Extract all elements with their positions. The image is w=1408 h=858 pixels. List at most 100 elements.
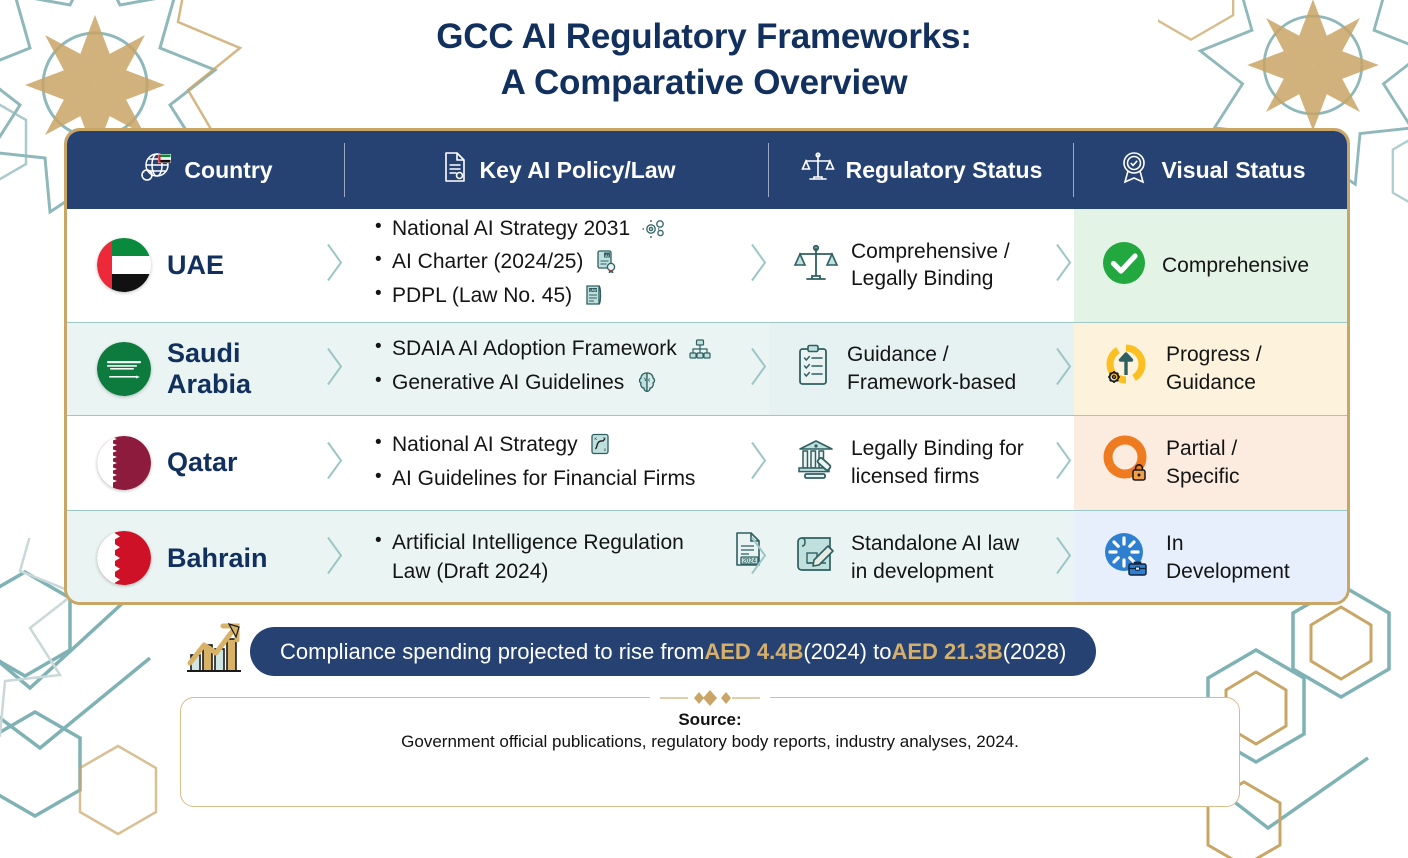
table-row: Bahrain Artificial Intelligence Regulati… bbox=[67, 510, 1347, 602]
country-name: Bahrain bbox=[167, 542, 268, 573]
blueprint-pencil-icon bbox=[793, 533, 839, 582]
visual-status-text: In Development bbox=[1166, 530, 1290, 585]
chevron-divider-icon bbox=[1053, 344, 1075, 393]
qatar-flag-icon bbox=[97, 435, 151, 490]
cell-visual-bahrain: In Development bbox=[1074, 510, 1347, 602]
cell-policy-qatar: National AI Strategy KS X bbox=[345, 415, 769, 511]
document-2024-icon: 2024 bbox=[733, 531, 763, 576]
list-item: PDPL (Law No. 45) LAW bbox=[375, 281, 761, 316]
law-scroll-icon: LAW bbox=[584, 283, 604, 316]
visual-status-text: Partial / Specific bbox=[1166, 435, 1240, 490]
saudi-flag-icon bbox=[97, 341, 151, 396]
uae-flag-icon bbox=[97, 238, 151, 293]
scales-icon bbox=[793, 240, 839, 291]
table-row: Qatar National AI Strategy bbox=[67, 415, 1347, 511]
regulatory-line-1: Guidance / bbox=[847, 343, 949, 367]
regulatory-status-text: Legally Binding for licensed firms bbox=[851, 435, 1024, 490]
chevron-divider-icon bbox=[324, 241, 346, 290]
policy-text: SDAIA AI Adoption Framework bbox=[392, 336, 677, 360]
document-icon bbox=[439, 150, 469, 190]
cell-visual-uae: Comprehensive bbox=[1074, 209, 1347, 323]
column-header-country-label: Country bbox=[184, 156, 273, 183]
country-name: Qatar bbox=[167, 447, 238, 478]
regulatory-line-1: Comprehensive / bbox=[851, 239, 1010, 263]
policy-text: AI Guidelines for Financial Firms bbox=[392, 467, 696, 490]
regulatory-line-2: Legally Binding bbox=[851, 267, 994, 291]
cell-country-qatar: Qatar bbox=[67, 415, 345, 511]
list-item: SDAIA AI Adoption Framework bbox=[375, 334, 761, 369]
spinner-briefcase-icon bbox=[1100, 530, 1152, 585]
cell-regulatory-qatar: Legally Binding for licensed firms bbox=[769, 415, 1075, 511]
cell-policy-bahrain: Artificial Intelligence Regulation Law (… bbox=[345, 510, 769, 602]
source-text: Government official publications, regula… bbox=[401, 732, 1019, 751]
source-label: Source: bbox=[678, 710, 742, 729]
visual-line-1: Partial / bbox=[1166, 437, 1238, 461]
list-item: National AI Strategy 2031 bbox=[375, 214, 761, 249]
gears-icon bbox=[642, 218, 666, 249]
list-item: Artificial Intelligence Regulation Law (… bbox=[375, 528, 760, 586]
clipboard-checklist-icon bbox=[793, 343, 835, 394]
policy-text: PDPL (Law No. 45) bbox=[392, 284, 573, 308]
svg-text:LAW: LAW bbox=[590, 288, 597, 292]
list-item: AI Charter (2024/25) AI bbox=[375, 247, 761, 282]
title-line-2: A Comparative Overview bbox=[500, 63, 908, 103]
table-header-row: Country Key bbox=[67, 131, 1347, 209]
scales-icon bbox=[800, 150, 835, 190]
list-item: AI Guidelines for Financial Firms bbox=[375, 464, 761, 494]
chevron-divider-icon bbox=[324, 533, 346, 582]
country-name: UAE bbox=[167, 250, 225, 281]
regulatory-status-text: Standalone AI law in development bbox=[851, 530, 1019, 585]
visual-status-text: Progress / Guidance bbox=[1166, 341, 1262, 396]
policy-text: Artificial Intelligence Regulation Law (… bbox=[392, 531, 684, 583]
visual-line-1: Progress / bbox=[1166, 343, 1262, 367]
visual-line-2: Specific bbox=[1166, 464, 1240, 488]
cell-country-saudi: Saudi Arabia bbox=[67, 322, 345, 416]
svg-text:X: X bbox=[604, 447, 607, 452]
green-check-icon bbox=[1100, 239, 1148, 292]
regulatory-line-2: licensed firms bbox=[851, 464, 980, 488]
source-box: Source: Government official publications… bbox=[180, 688, 1240, 807]
column-header-visual: Visual Status bbox=[1074, 131, 1347, 209]
growth-chart-icon bbox=[182, 621, 244, 682]
policy-text: National AI Strategy 2031 bbox=[392, 216, 631, 240]
page-title: GCC AI Regulatory Frameworks: A Comparat… bbox=[0, 0, 1408, 106]
chevron-divider-icon bbox=[1053, 533, 1075, 582]
cell-policy-saudi: SDAIA AI Adoption Framework bbox=[345, 322, 770, 416]
ribbon-award-icon bbox=[1118, 150, 1150, 190]
cell-regulatory-bahrain: Standalone AI law in development bbox=[769, 510, 1075, 602]
chevron-divider-icon bbox=[748, 344, 770, 393]
cell-country-uae: UAE bbox=[67, 209, 346, 323]
globe-flag-icon bbox=[139, 150, 173, 190]
banner-pill: Compliance spending projected to rise fr… bbox=[250, 627, 1097, 676]
visual-line-2: Development bbox=[1166, 559, 1290, 583]
donut-lock-icon bbox=[1100, 435, 1152, 490]
compliance-spending-banner: Compliance spending projected to rise fr… bbox=[182, 621, 1097, 682]
list-item: National AI Strategy KS X bbox=[375, 430, 761, 465]
column-header-visual-label: Visual Status bbox=[1161, 156, 1306, 183]
regulatory-line-1: Legally Binding for bbox=[851, 437, 1024, 461]
svg-text:S: S bbox=[603, 436, 606, 441]
policy-text: Generative AI Guidelines bbox=[392, 370, 625, 394]
policy-text: AI Charter (2024/25) bbox=[392, 250, 584, 274]
regulatory-status-text: Comprehensive / Legally Binding bbox=[851, 238, 1010, 293]
ai-certificate-icon: AI bbox=[595, 249, 617, 282]
banner-value-2028: AED 21.3B bbox=[891, 638, 1003, 664]
banner-text-pre: Compliance spending projected to rise fr… bbox=[280, 638, 705, 664]
brain-icon bbox=[636, 370, 658, 403]
regulatory-status-text: Guidance / Framework-based bbox=[847, 341, 1016, 396]
cell-regulatory-uae: Comprehensive / Legally Binding bbox=[769, 209, 1074, 323]
country-name: Saudi Arabia bbox=[167, 338, 252, 399]
banner-value-2024: AED 4.4B bbox=[704, 638, 804, 664]
courthouse-gavel-icon bbox=[793, 437, 839, 488]
cell-regulatory-saudi: Guidance / Framework-based bbox=[769, 322, 1075, 416]
cell-visual-qatar: Partial / Specific bbox=[1074, 415, 1347, 511]
chevron-divider-icon bbox=[1053, 438, 1075, 487]
column-header-policy: Key AI Policy/Law bbox=[345, 131, 769, 209]
org-chart-icon bbox=[689, 338, 711, 369]
diamond-ornament-icon bbox=[650, 688, 770, 708]
visual-line-1: In bbox=[1166, 532, 1184, 556]
regulatory-line-2: Framework-based bbox=[847, 370, 1017, 394]
svg-text:K: K bbox=[595, 436, 598, 441]
